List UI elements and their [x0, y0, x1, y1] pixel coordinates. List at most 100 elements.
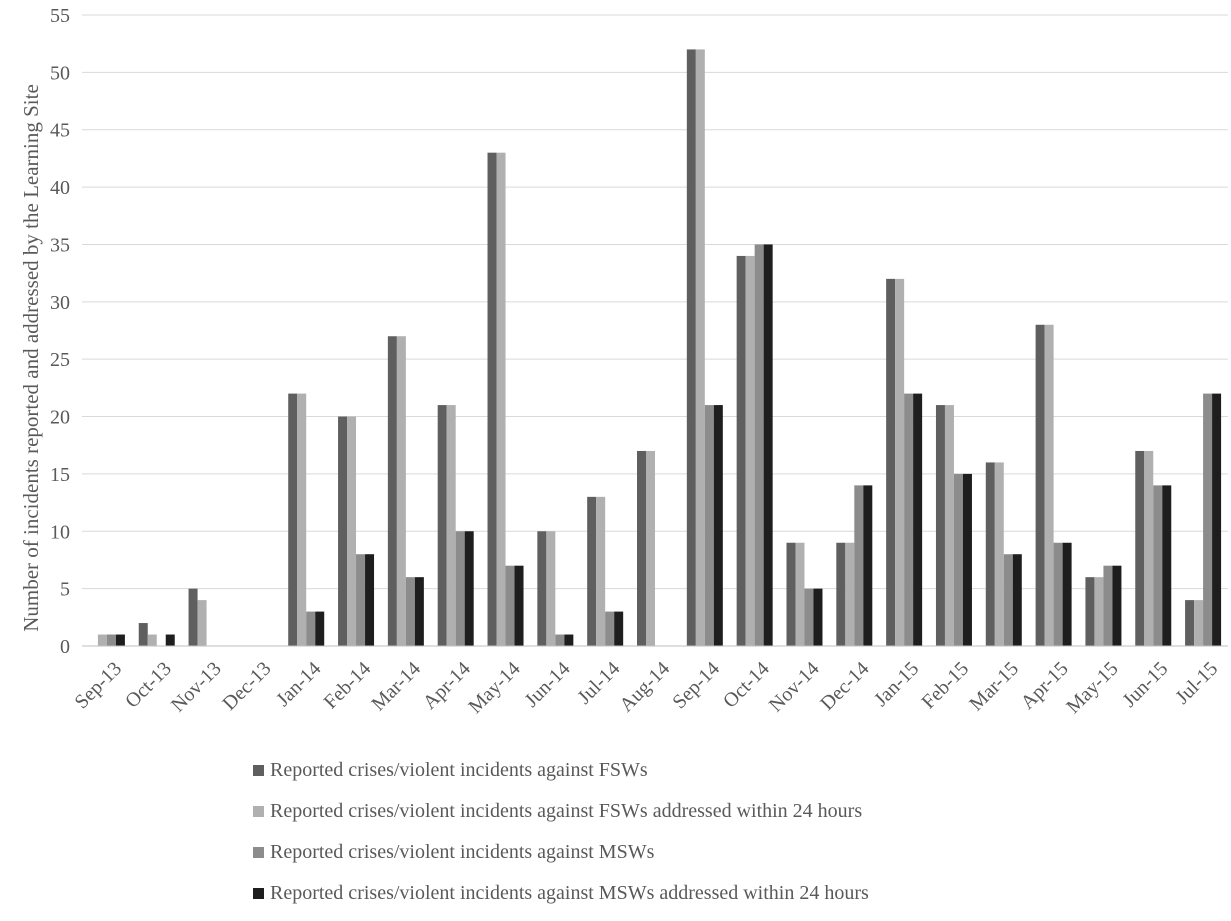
bar: [1103, 565, 1113, 646]
y-tick-label: 10: [50, 521, 70, 543]
bar: [1053, 542, 1063, 646]
bar: [1062, 542, 1072, 646]
bar: [695, 49, 705, 646]
bar: [605, 611, 615, 646]
bar: [985, 462, 995, 646]
bar: [935, 405, 945, 646]
x-tick-label: Feb-14: [320, 658, 376, 714]
bar: [546, 531, 556, 646]
x-tick-label: Jan-15: [870, 658, 923, 711]
y-tick-label: 30: [50, 292, 70, 314]
bar: [854, 485, 864, 646]
bar: [1135, 450, 1145, 646]
bar: [863, 485, 873, 646]
x-tick-label: Nov-14: [765, 658, 824, 717]
x-tick-label: Feb-15: [917, 658, 973, 714]
bar: [97, 634, 107, 646]
bar: [1003, 554, 1013, 646]
legend: Reported crises/violent incidents agains…: [253, 757, 869, 921]
x-tick-label: Aug-14: [615, 658, 674, 717]
bar: [1112, 565, 1122, 646]
bar: [555, 634, 565, 646]
bar: [1153, 485, 1163, 646]
bar: [1194, 600, 1204, 646]
bar: [455, 531, 465, 646]
legend-swatch: [253, 846, 264, 858]
bar: [1185, 600, 1195, 646]
bar: [165, 634, 175, 646]
y-tick-label: 45: [50, 120, 70, 142]
bar: [446, 405, 456, 646]
y-tick-label: 50: [50, 62, 70, 84]
bar: [405, 577, 415, 646]
bar: [505, 565, 515, 646]
legend-item: Reported crises/violent incidents agains…: [253, 839, 869, 865]
bar: [356, 554, 366, 646]
y-tick-label: 25: [50, 349, 70, 371]
x-tick-label: Sep-13: [70, 658, 126, 714]
x-tick-label: Nov-13: [167, 658, 226, 717]
bar: [437, 405, 447, 646]
bar: [138, 623, 148, 646]
bar: [953, 473, 963, 646]
bar: [514, 565, 524, 646]
bar: [1212, 393, 1222, 646]
bar: [147, 634, 157, 646]
bar: [786, 542, 796, 646]
bar: [347, 416, 357, 646]
bar: [1094, 577, 1104, 646]
bar: [115, 634, 125, 646]
bar: [1035, 324, 1045, 646]
legend-item: Reported crises/violent incidents agains…: [253, 757, 869, 783]
bar: [962, 473, 972, 646]
legend-label: Reported crises/violent incidents agains…: [270, 758, 648, 781]
bar: [804, 588, 814, 646]
bar: [1012, 554, 1022, 646]
x-tick-label: Dec-13: [218, 658, 275, 715]
y-tick-label: 0: [60, 636, 70, 658]
bar: [197, 600, 207, 646]
bar: [745, 255, 755, 646]
y-tick-label: 40: [50, 177, 70, 199]
bar: [813, 588, 823, 646]
bar: [564, 634, 574, 646]
bar: [496, 152, 506, 646]
bar: [836, 542, 846, 646]
legend-swatch: [253, 805, 264, 817]
y-axis-ticks: 0 5 10 15 20 25 30 35 40 45 50 55: [50, 5, 70, 658]
bar: [288, 393, 298, 646]
bar: [365, 554, 375, 646]
bar: [188, 588, 198, 646]
bar: [944, 405, 954, 646]
bar: [1085, 577, 1095, 646]
bar: [646, 450, 655, 646]
bar: [886, 278, 896, 646]
bar: [315, 611, 325, 646]
bar: [994, 462, 1004, 646]
bar: [464, 531, 474, 646]
bar: [736, 255, 746, 646]
legend-item: Reported crises/violent incidents agains…: [253, 798, 869, 824]
bar: [704, 405, 714, 646]
gridlines: [82, 14, 1228, 590]
x-axis-ticks: Sep-13Oct-13Nov-13Dec-13Jan-14Feb-14Mar-…: [70, 658, 1222, 718]
x-tick-label: Dec-14: [816, 658, 873, 715]
bar: [913, 393, 923, 646]
bar: [537, 531, 547, 646]
bars: [97, 49, 1222, 647]
legend-swatch: [253, 887, 264, 899]
y-axis-title: Number of incidents reported and address…: [19, 84, 43, 632]
bar: [1144, 450, 1154, 646]
legend-label: Reported crises/violent incidents agains…: [270, 840, 655, 863]
x-tick-label: May-14: [464, 658, 524, 718]
y-tick-label: 55: [50, 5, 70, 27]
x-tick-label: Oct-14: [719, 658, 774, 713]
y-tick-label: 15: [50, 464, 70, 486]
bar: [414, 577, 424, 646]
bar: [587, 496, 597, 646]
bar: [614, 611, 624, 646]
bar: [106, 634, 116, 646]
legend-swatch: [253, 764, 264, 776]
bar: [895, 278, 905, 646]
